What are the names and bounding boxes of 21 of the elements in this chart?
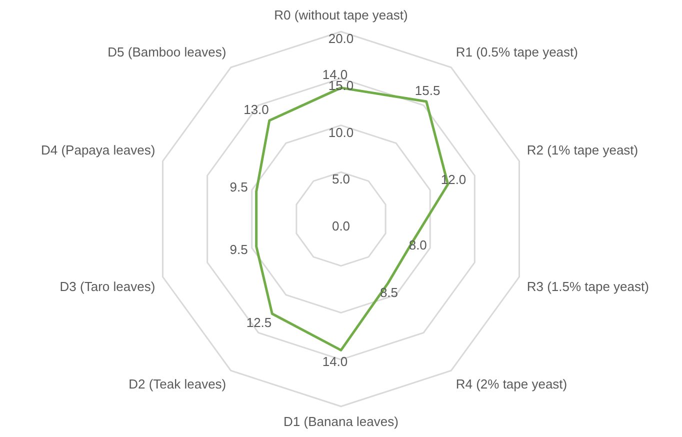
data-label: 9.5 (230, 242, 248, 257)
spoke-label: D4 (Papaya leaves) (40, 142, 156, 158)
data-label: 14.0 (322, 67, 348, 82)
data-label: 12.5 (246, 315, 272, 330)
spoke-label: R1 (0.5% tape yeast) (456, 44, 578, 60)
spoke-label: D5 (Bamboo leaves) (108, 44, 226, 60)
spoke-label: D2 (Teak leaves) (128, 376, 226, 392)
y-tick-label: 5.0 (332, 172, 350, 187)
spoke-label: R0 (without tape yeast) (274, 7, 408, 22)
spoke-label: D3 (Taro leaves) (60, 278, 156, 294)
spoke-label: R2 (1% tape yeast) (526, 142, 638, 158)
spoke-label: D1 (Banana leaves) (284, 414, 398, 429)
data-label: 13.0 (244, 102, 269, 118)
y-tick-label: 0.0 (332, 218, 350, 234)
data-label: 9.5 (230, 179, 248, 194)
spoke-label: R4 (2% tape yeast) (456, 376, 568, 392)
data-label: 14.0 (322, 354, 348, 369)
spoke-label: R3 (1.5% tape yeast) (526, 278, 649, 294)
y-tick-label: 10.0 (328, 124, 354, 140)
data-label: 15.5 (414, 83, 440, 98)
y-tick-label: 20.0 (328, 31, 354, 46)
